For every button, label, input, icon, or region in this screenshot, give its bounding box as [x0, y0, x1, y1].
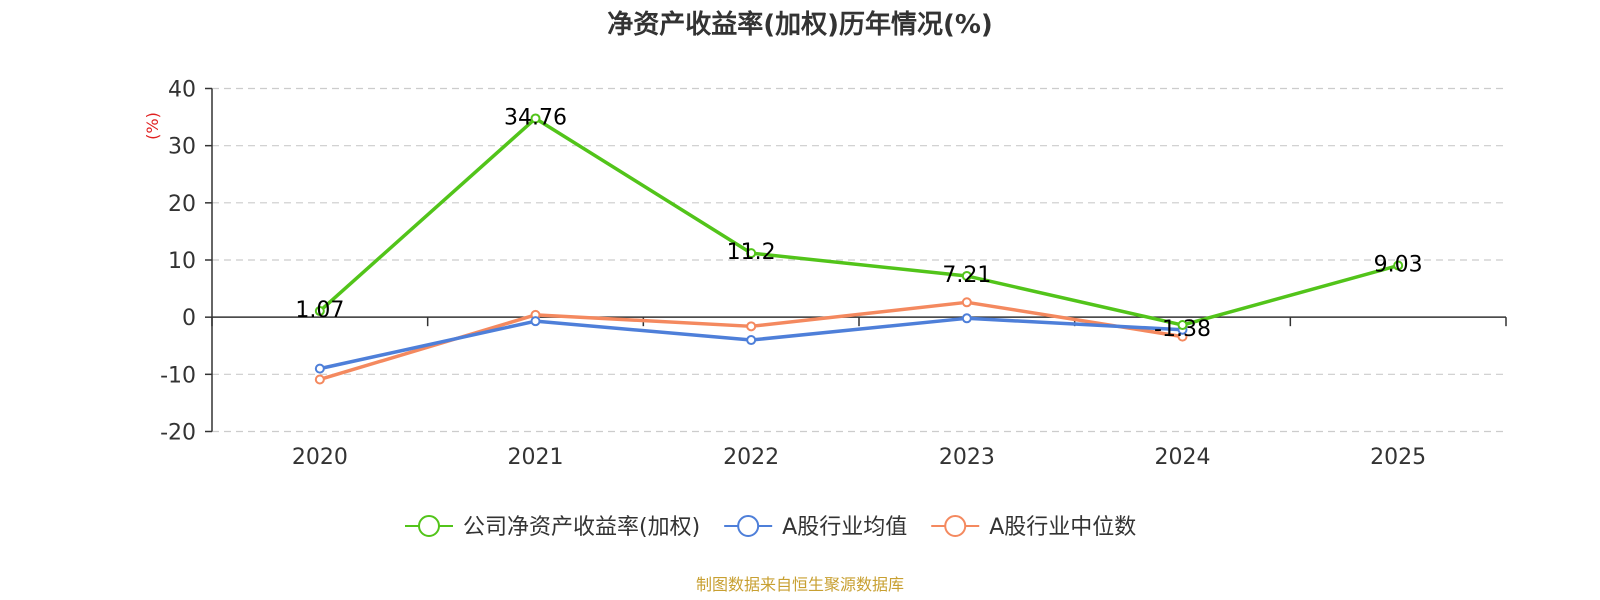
data-point[interactable]: [961, 270, 972, 281]
data-point[interactable]: [746, 248, 757, 259]
data-point[interactable]: [530, 113, 541, 124]
y-tick-label: 10: [168, 249, 196, 274]
x-tick-label: 2021: [508, 445, 564, 470]
data-point[interactable]: [314, 374, 325, 385]
series-0: [314, 113, 1404, 331]
x-tick-label: 2022: [723, 445, 779, 470]
data-label: 34.76: [504, 105, 567, 130]
data-point[interactable]: [1393, 260, 1404, 271]
legend-item[interactable]: A股行业均值: [724, 515, 907, 540]
y-tick-label: -10: [160, 363, 196, 388]
y-tick-labels: 40 30 20 10 0 -10 -20: [160, 78, 196, 446]
legend-label: 公司净资产收益率(加权): [463, 515, 700, 540]
y-tick-label: 20: [168, 192, 196, 217]
data-label: 9.03: [1374, 253, 1423, 278]
x-tick-label: 2023: [939, 445, 995, 470]
legend-item[interactable]: A股行业中位数: [931, 515, 1136, 540]
series: [314, 113, 1404, 385]
legend-label: A股行业均值: [782, 515, 907, 540]
source-note: 制图数据来自恒生聚源数据库: [696, 575, 904, 594]
grid-lines: [212, 87, 1506, 433]
data-point[interactable]: [961, 313, 972, 324]
y-tick-label: -20: [160, 421, 196, 446]
data-point[interactable]: [1177, 320, 1188, 331]
data-point[interactable]: [746, 335, 757, 346]
data-point[interactable]: [314, 306, 325, 317]
legend[interactable]: 公司净资产收益率(加权) A股行业均值 A股行业中位数: [405, 515, 1136, 540]
y-tick-label: 30: [168, 135, 196, 160]
data-label: 11.2: [727, 240, 776, 265]
y-tick-label: 40: [168, 78, 196, 103]
data-point[interactable]: [314, 363, 325, 374]
legend-marker: [418, 515, 440, 537]
series-line: [318, 116, 1399, 327]
data-point[interactable]: [961, 297, 972, 308]
x-tick-label: 2025: [1370, 445, 1426, 470]
x-tick-label: 2024: [1155, 445, 1211, 470]
data-label: 1.07: [295, 298, 344, 323]
legend-label: A股行业中位数: [989, 515, 1136, 540]
data-labels: 1.07 34.76 11.2 7.21 -1.38 9.03: [295, 105, 1422, 342]
data-label: -1.38: [1154, 317, 1211, 342]
data-point[interactable]: [530, 316, 541, 327]
chart-title: 净资产收益率(加权)历年情况(%): [607, 9, 993, 40]
series-1: [314, 313, 1188, 374]
y-axis-label: (%): [143, 112, 162, 140]
data-point[interactable]: [746, 321, 757, 332]
legend-item[interactable]: 公司净资产收益率(加权): [405, 515, 700, 540]
x-tick-label: 2020: [292, 445, 348, 470]
data-label: 7.21: [942, 263, 991, 288]
legend-marker: [737, 515, 760, 537]
legend-marker: [944, 515, 967, 537]
x-tick-labels: 2020 2021 2022 2023 2024 2025: [292, 445, 1426, 470]
y-tick-label: 0: [182, 306, 196, 331]
